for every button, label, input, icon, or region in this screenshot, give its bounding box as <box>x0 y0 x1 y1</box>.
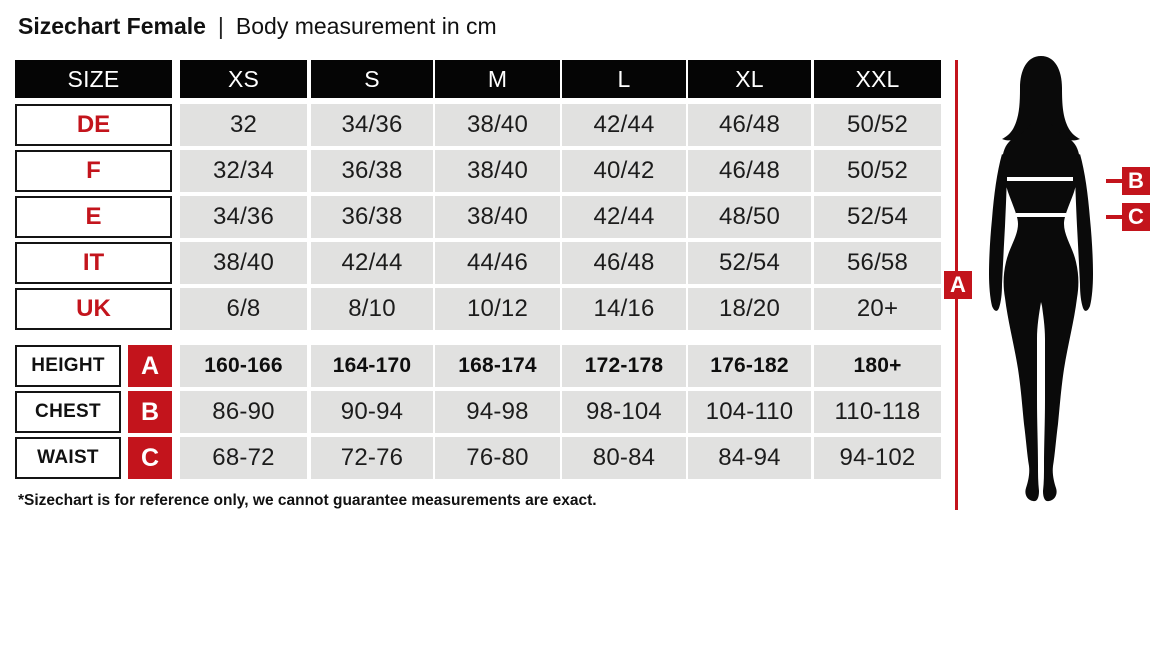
column-header-xs: XS <box>180 60 307 98</box>
table-cell: 38/40 <box>435 150 560 192</box>
table-row-it: IT 38/40 42/44 44/46 46/48 52/54 56/58 <box>15 242 945 284</box>
size-header-cell: SIZE <box>15 60 172 98</box>
table-cell: 34/36 <box>180 196 307 238</box>
table-row-e: E 34/36 36/38 38/40 42/44 48/50 52/54 <box>15 196 945 238</box>
footnote-text: *Sizechart is for reference only, we can… <box>18 492 597 509</box>
table-cell: 94-102 <box>814 437 941 479</box>
silhouette-body <box>1001 124 1081 502</box>
table-cell: 172-178 <box>562 345 686 387</box>
table-cell: 50/52 <box>814 150 941 192</box>
marker-c-tick <box>1106 215 1122 219</box>
table-cell: 46/48 <box>688 104 811 146</box>
table-cell: 10/12 <box>435 288 560 330</box>
table-cell: 80-84 <box>562 437 686 479</box>
table-row-de: DE 32 34/36 38/40 42/44 46/48 50/52 <box>15 104 945 146</box>
figure-marker-b: B <box>1122 167 1150 195</box>
marker-b-tick <box>1106 179 1122 183</box>
table-cell: 6/8 <box>180 288 307 330</box>
table-cell: 40/42 <box>562 150 686 192</box>
female-silhouette <box>989 56 1093 502</box>
page-title: Sizechart Female | Body measurement in cm <box>18 13 497 40</box>
silhouette-left-arm <box>989 154 1007 311</box>
row-label-f: F <box>15 150 172 192</box>
table-cell: 50/52 <box>814 104 941 146</box>
column-header-s: S <box>311 60 433 98</box>
table-cell: 44/46 <box>435 242 560 284</box>
table-cell: 52/54 <box>814 196 941 238</box>
table-cell: 38/40 <box>435 196 560 238</box>
figure-marker-c: C <box>1122 203 1150 231</box>
table-cell: 46/48 <box>688 150 811 192</box>
table-cell: 38/40 <box>180 242 307 284</box>
table-cell: 72-76 <box>311 437 433 479</box>
table-cell: 94-98 <box>435 391 560 433</box>
table-cell: 34/36 <box>311 104 433 146</box>
table-cell: 90-94 <box>311 391 433 433</box>
table-cell: 32/34 <box>180 150 307 192</box>
table-cell: 168-174 <box>435 345 560 387</box>
row-label-waist: WAIST <box>15 437 121 479</box>
marker-b-badge: B <box>128 391 172 433</box>
table-cell: 56/58 <box>814 242 941 284</box>
table-cell: 76-80 <box>435 437 560 479</box>
table-cell: 98-104 <box>562 391 686 433</box>
row-label-chest: CHEST <box>15 391 121 433</box>
table-row-uk: UK 6/8 8/10 10/12 14/16 18/20 20+ <box>15 288 945 330</box>
table-cell: 20+ <box>814 288 941 330</box>
table-row-height: HEIGHT A 160-166 164-170 168-174 172-178… <box>15 345 945 387</box>
marker-c-badge: C <box>128 437 172 479</box>
table-cell: 42/44 <box>562 104 686 146</box>
table-cell: 104-110 <box>688 391 811 433</box>
table-cell: 84-94 <box>688 437 811 479</box>
row-label-it: IT <box>15 242 172 284</box>
table-cell: 38/40 <box>435 104 560 146</box>
table-cell: 36/38 <box>311 196 433 238</box>
table-cell: 160-166 <box>180 345 307 387</box>
table-cell: 164-170 <box>311 345 433 387</box>
table-cell: 14/16 <box>562 288 686 330</box>
table-cell: 42/44 <box>562 196 686 238</box>
title-subtitle: Body measurement in cm <box>235 13 497 39</box>
column-header-m: M <box>435 60 560 98</box>
column-header-l: L <box>562 60 686 98</box>
figure-marker-a: A <box>944 271 972 299</box>
row-label-e: E <box>15 196 172 238</box>
row-label-de: DE <box>15 104 172 146</box>
silhouette-right-arm <box>1075 154 1093 311</box>
table-cell: 86-90 <box>180 391 307 433</box>
table-cell: 8/10 <box>311 288 433 330</box>
table-cell: 180+ <box>814 345 941 387</box>
table-cell: 52/54 <box>688 242 811 284</box>
table-cell: 32 <box>180 104 307 146</box>
row-label-uk: UK <box>15 288 172 330</box>
table-row-chest: CHEST B 86-90 90-94 94-98 98-104 104-110… <box>15 391 945 433</box>
silhouette-hair <box>1002 56 1080 141</box>
chest-measure-line <box>1007 177 1073 181</box>
table-cell: 68-72 <box>180 437 307 479</box>
table-cell: 46/48 <box>562 242 686 284</box>
table-row-waist: WAIST C 68-72 72-76 76-80 80-84 84-94 94… <box>15 437 945 479</box>
table-cell: 110-118 <box>814 391 941 433</box>
title-separator: | <box>217 13 224 39</box>
column-header-xl: XL <box>688 60 811 98</box>
title-main: Sizechart Female <box>18 13 206 39</box>
waist-measure-line <box>1016 213 1066 217</box>
table-cell: 42/44 <box>311 242 433 284</box>
table-cell: 18/20 <box>688 288 811 330</box>
marker-a-badge: A <box>128 345 172 387</box>
table-row-f: F 32/34 36/38 38/40 40/42 46/48 50/52 <box>15 150 945 192</box>
table-cell: 36/38 <box>311 150 433 192</box>
column-header-xxl: XXL <box>814 60 941 98</box>
table-cell: 176-182 <box>688 345 811 387</box>
table-cell: 48/50 <box>688 196 811 238</box>
table-header-row: SIZE XS S M L XL XXL <box>15 60 945 98</box>
row-label-height: HEIGHT <box>15 345 121 387</box>
